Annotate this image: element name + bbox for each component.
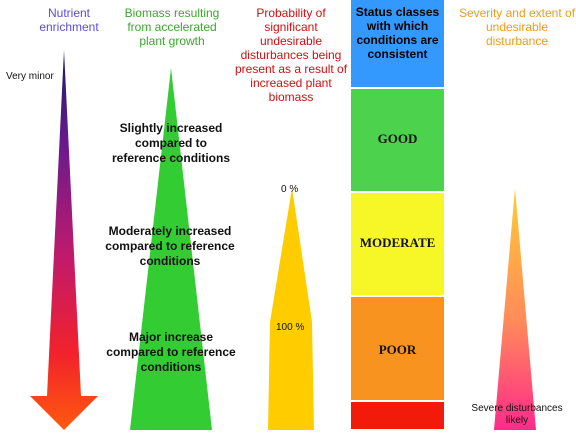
status-poor-band: POOR (351, 295, 444, 401)
biomass-header: Biomass resulting from accelerated plant… (124, 6, 220, 48)
status-moderate-label: MODERATE (359, 235, 436, 250)
status-good-label: GOOD (377, 131, 418, 146)
probability-triangle (268, 188, 314, 430)
very-minor-label: Very minor (6, 71, 54, 82)
status-good-band: GOOD (351, 87, 444, 191)
status-moderate-band: MODERATE (351, 191, 444, 295)
status-bad-band (351, 401, 444, 429)
severity-header: Severity and extent of undesirable distu… (458, 6, 576, 48)
status-poor-label: POOR (378, 342, 417, 357)
severe-disturbances-label: Severe disturbances likely (471, 403, 563, 426)
nutrient-header: Nutrient enrichment (39, 6, 99, 34)
moderately-increased-note: Moderately increased compared to referen… (105, 224, 235, 268)
status-separator (351, 87, 444, 89)
biomass-triangle (130, 68, 212, 430)
nutrient-arrow (30, 50, 98, 430)
status-header: Status classes with which conditions are… (351, 0, 444, 87)
slightly-increased-note: Slightly increased compared to reference… (111, 121, 231, 165)
probability-header: Probability of significant undesirable d… (234, 6, 348, 104)
status-separator (351, 400, 444, 402)
status-separator (351, 295, 444, 297)
hundred-percent-label: 100 % (276, 322, 305, 333)
status-separator (351, 191, 444, 193)
zero-percent-label: 0 % (281, 184, 299, 195)
severity-triangle (494, 188, 536, 430)
major-increase-note: Major increase compared to reference con… (106, 330, 236, 374)
